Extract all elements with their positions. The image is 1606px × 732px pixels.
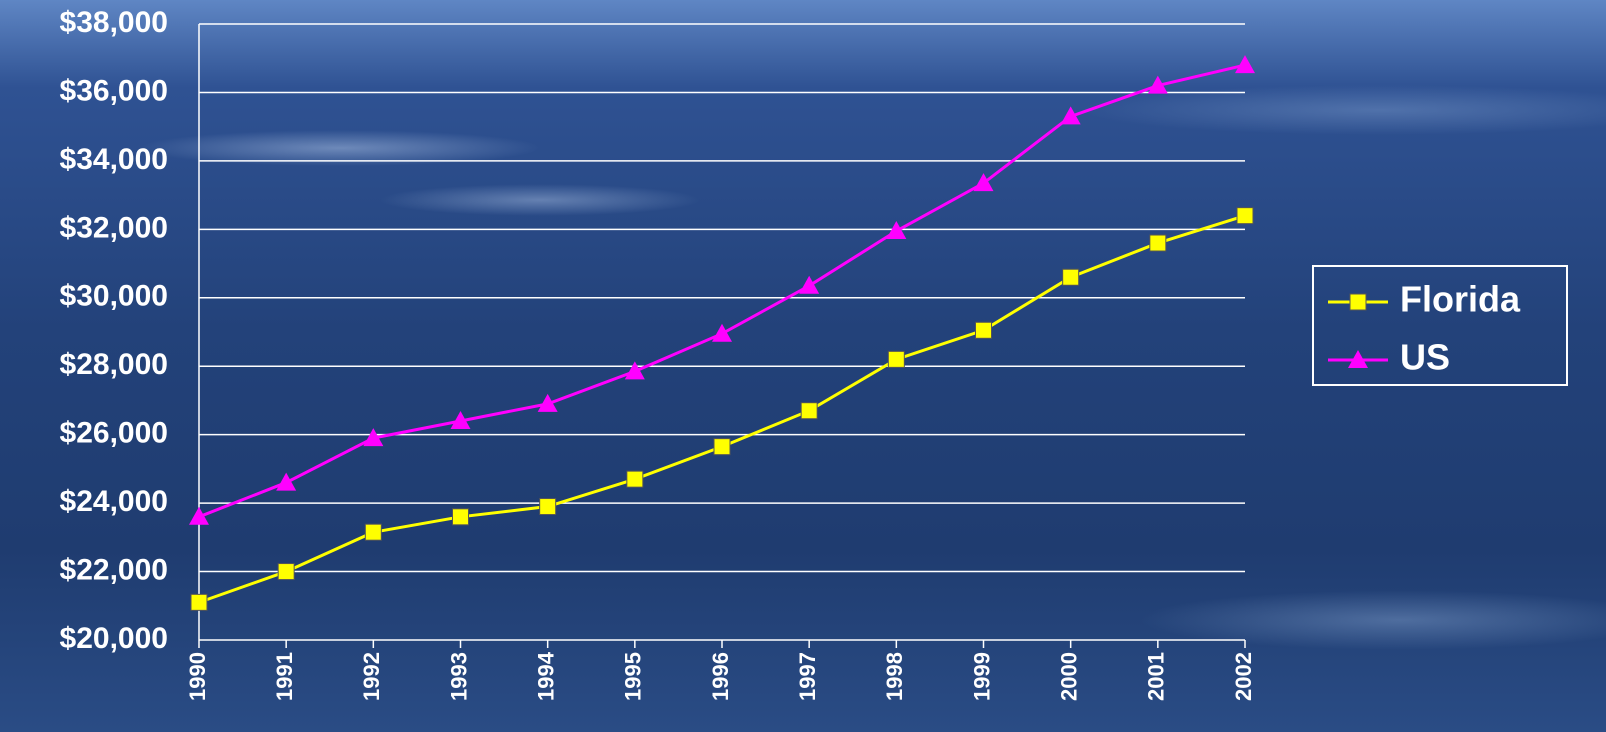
- x-tick-label: 1994: [533, 651, 558, 701]
- point: [973, 173, 994, 192]
- point: [277, 563, 295, 581]
- point: [1062, 268, 1080, 286]
- point: [190, 593, 208, 611]
- point: [886, 221, 907, 240]
- x-tick-label: 1992: [359, 652, 384, 701]
- point: [624, 361, 645, 380]
- x-tick-label: 1997: [795, 652, 820, 701]
- y-tick-label: $36,000: [60, 74, 168, 107]
- x-tick-label: 1998: [882, 652, 907, 701]
- point: [887, 350, 905, 368]
- point: [276, 472, 297, 491]
- y-tick-label: $32,000: [60, 211, 168, 244]
- point: [189, 506, 209, 525]
- point: [363, 428, 384, 447]
- x-tick-label: 1991: [272, 652, 297, 701]
- point: [1236, 207, 1254, 225]
- legend-marker: [1349, 293, 1367, 311]
- x-tick-label: 1990: [185, 652, 210, 701]
- x-tick-label: 2000: [1056, 652, 1081, 701]
- y-tick-label: $28,000: [60, 348, 168, 381]
- legend-label: Florida: [1400, 279, 1521, 320]
- y-tick-label: $38,000: [60, 6, 168, 39]
- point: [799, 275, 820, 294]
- x-tick-label: 2002: [1231, 652, 1256, 701]
- y-tick-label: $20,000: [60, 622, 168, 655]
- point: [800, 402, 818, 420]
- point: [450, 410, 471, 429]
- point: [1149, 234, 1167, 252]
- series-line: [198, 214, 1246, 604]
- x-tick-label: 1999: [969, 652, 994, 701]
- x-tick-label: 1995: [621, 652, 646, 701]
- point: [452, 508, 469, 526]
- point: [539, 498, 557, 516]
- legend-box: [1312, 265, 1568, 386]
- legend-marker: [1348, 350, 1368, 368]
- point: [1235, 55, 1255, 74]
- y-tick-label: $26,000: [60, 417, 168, 450]
- legend-label: US: [1400, 337, 1450, 378]
- point: [1060, 106, 1081, 125]
- y-tick-label: $34,000: [60, 143, 168, 176]
- point: [626, 470, 644, 488]
- point: [1147, 75, 1168, 94]
- y-tick-label: $22,000: [60, 553, 168, 586]
- x-tick-label: 2001: [1144, 652, 1169, 701]
- point: [975, 321, 992, 339]
- x-tick-label: 1996: [708, 652, 733, 701]
- y-tick-label: $30,000: [60, 280, 168, 313]
- x-tick-label: 1993: [446, 652, 471, 701]
- y-tick-label: $24,000: [60, 485, 168, 518]
- point: [537, 393, 558, 412]
- point: [364, 523, 382, 541]
- point: [713, 438, 731, 456]
- point: [712, 323, 732, 342]
